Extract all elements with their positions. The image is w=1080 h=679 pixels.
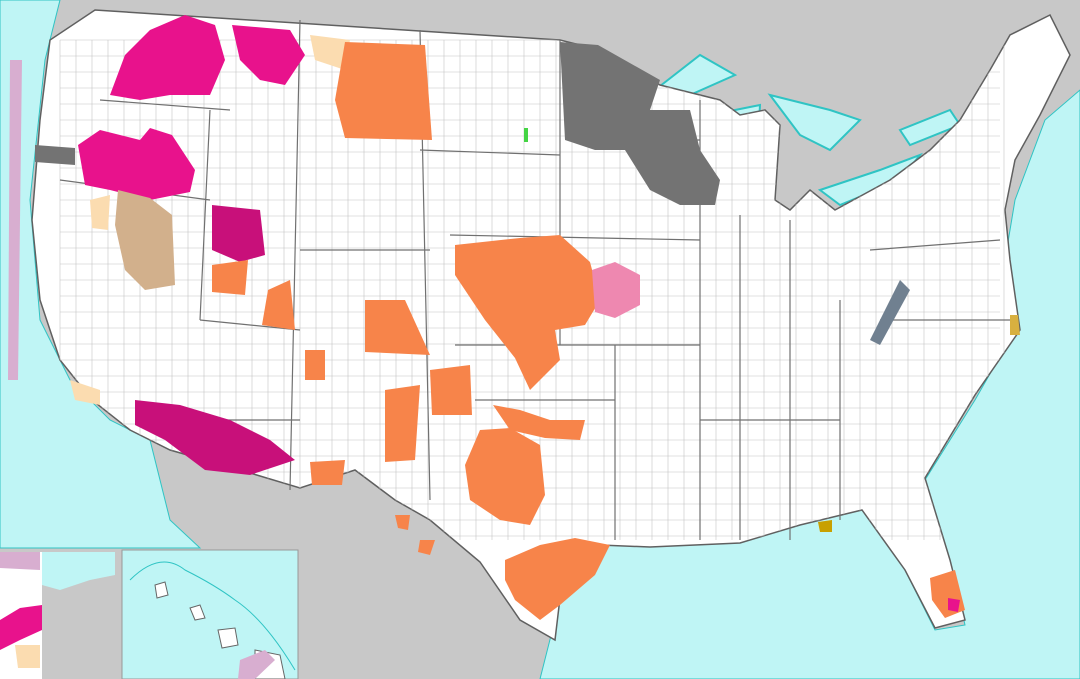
alert-area-mt-peach — [310, 35, 350, 70]
alert-area-s-tx-orange — [505, 538, 610, 620]
alert-area-az-magenta — [135, 400, 295, 475]
alert-area-ut-orange — [212, 260, 248, 295]
alert-area-fl-olive — [818, 520, 832, 532]
alert-area-ca-peach — [90, 195, 110, 230]
alert-area-mt-orange — [335, 42, 432, 140]
alert-area-ca-coast-peach — [70, 380, 100, 405]
alert-area-nv-tan — [115, 190, 175, 290]
alert-area-mn-wi-darkgray — [560, 42, 720, 205]
alert-area-appalachian-slate — [870, 280, 910, 345]
hawaii-inset — [121, 549, 299, 679]
alaska-inset — [0, 550, 120, 679]
alert-areas — [35, 15, 1020, 620]
alert-area-ia-pink — [592, 262, 640, 318]
alert-area-co-orange — [365, 300, 430, 355]
alert-area-tx-orange — [465, 428, 545, 525]
alert-area-or-darkgray — [35, 145, 75, 165]
alert-area-w-tx-orange — [395, 515, 435, 555]
alert-area-s-fl-magenta — [948, 598, 960, 612]
alert-area-ut-magenta — [212, 205, 265, 262]
alert-area-wa-magenta — [110, 15, 225, 100]
alert-area-ne-ks-orange — [455, 235, 600, 390]
alert-area-or-magenta — [78, 128, 195, 200]
alert-area-nm-orange — [305, 350, 472, 485]
alert-area-sd-green — [524, 128, 528, 142]
alert-area-ok-orange — [493, 405, 585, 440]
alert-area-va-olive — [1010, 315, 1020, 335]
alert-area-ut-orange-2 — [262, 280, 295, 330]
pacific-coastal-alert-strip — [8, 60, 22, 380]
alert-area-id-mt-magenta — [232, 25, 305, 85]
